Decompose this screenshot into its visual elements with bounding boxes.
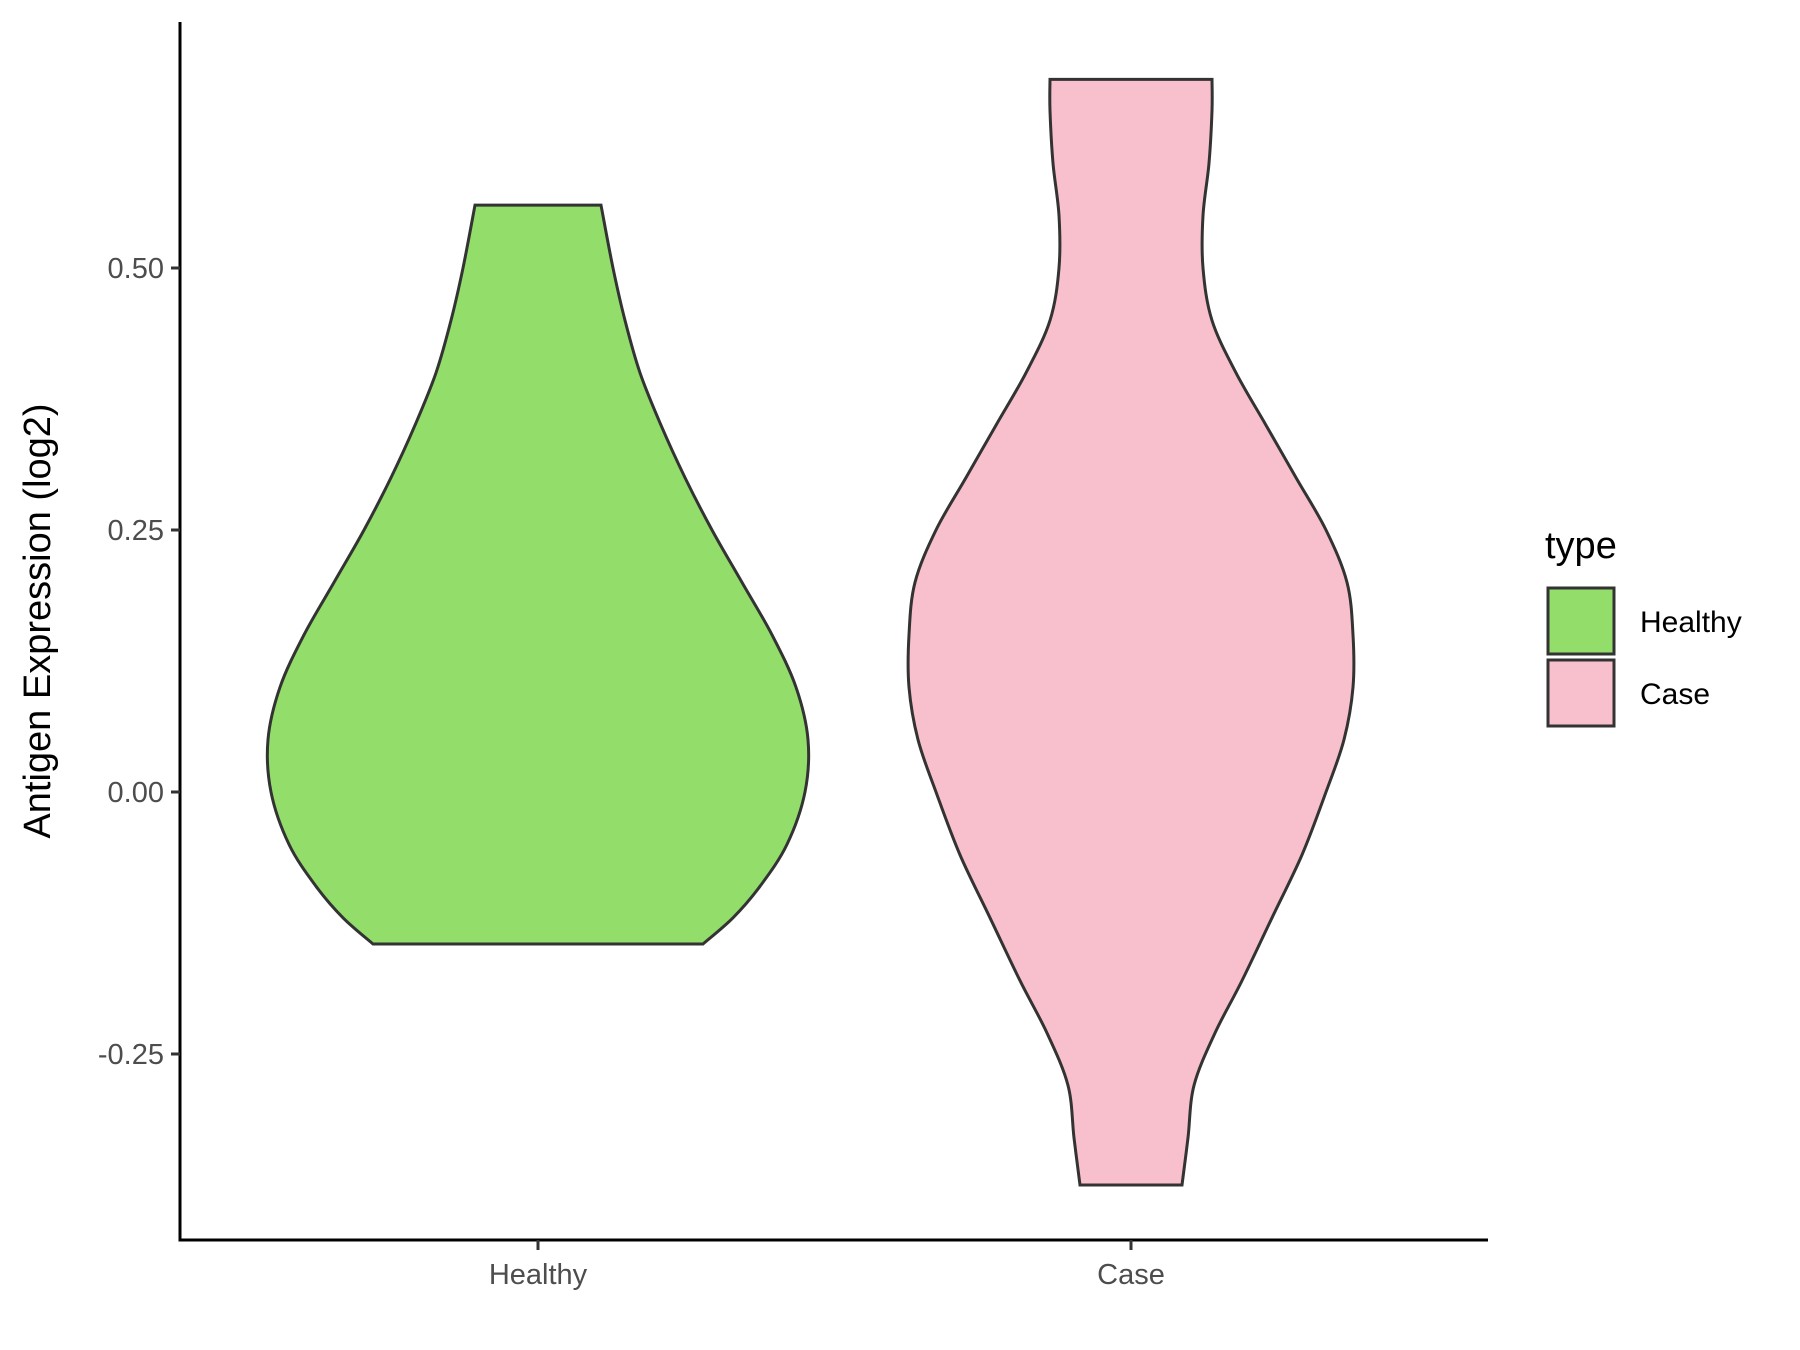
legend: type Healthy Case <box>1545 525 1742 728</box>
legend-title: type <box>1545 525 1617 567</box>
y-ticks: 0.50 0.25 0.00 -0.25 <box>98 253 180 1071</box>
y-tick-label: -0.25 <box>98 1039 164 1071</box>
y-tick-label: 0.50 <box>108 253 164 285</box>
x-ticks: Healthy Case <box>489 1240 1165 1291</box>
legend-swatch-healthy <box>1546 586 1616 656</box>
violin-case <box>906 77 1356 1187</box>
violin-healthy <box>265 203 811 946</box>
axes: 0.50 0.25 0.00 -0.25 Healthy Case <box>98 22 1488 1291</box>
y-axis-title: Antigen Expression (log2) <box>17 403 59 838</box>
legend-swatch-case <box>1546 658 1616 728</box>
y-tick-label: 0.25 <box>108 515 164 547</box>
y-tick-label: 0.00 <box>108 777 164 809</box>
x-tick-label: Case <box>1097 1259 1165 1291</box>
plot-area <box>265 77 1356 1187</box>
legend-label-healthy: Healthy <box>1640 606 1742 639</box>
legend-label-case: Case <box>1640 678 1710 711</box>
x-tick-label: Healthy <box>489 1259 588 1291</box>
